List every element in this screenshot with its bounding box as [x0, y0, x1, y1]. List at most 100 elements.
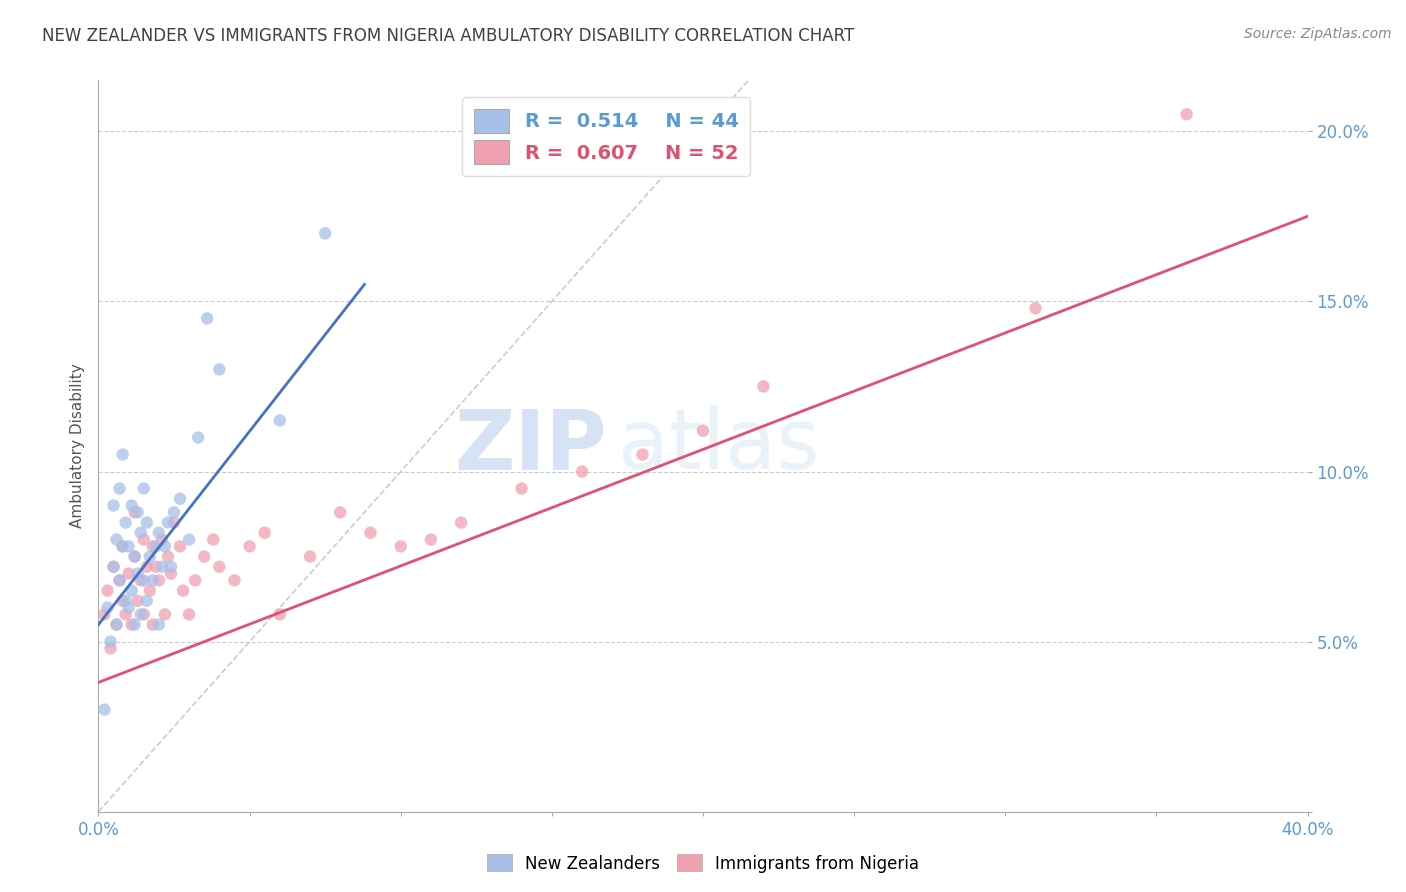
Point	[114, 516, 136, 530]
Point	[160, 559, 183, 574]
Point	[571, 465, 593, 479]
Point	[450, 516, 472, 530]
Point	[299, 549, 322, 564]
Point	[360, 525, 382, 540]
Point	[163, 505, 186, 519]
Y-axis label: Ambulatory Disability: Ambulatory Disability	[69, 364, 84, 528]
Point	[1175, 107, 1198, 121]
Point	[314, 227, 336, 241]
Point	[100, 641, 122, 656]
Point	[142, 617, 165, 632]
Point	[269, 413, 291, 427]
Point	[124, 549, 146, 564]
Point	[202, 533, 225, 547]
Point	[129, 607, 152, 622]
Text: NEW ZEALANDER VS IMMIGRANTS FROM NIGERIA AMBULATORY DISABILITY CORRELATION CHART: NEW ZEALANDER VS IMMIGRANTS FROM NIGERIA…	[42, 27, 855, 45]
Point	[105, 533, 128, 547]
Point	[179, 607, 201, 622]
Point	[239, 540, 262, 554]
Point	[208, 362, 231, 376]
Point	[153, 607, 176, 622]
Point	[124, 505, 146, 519]
Point	[150, 559, 173, 574]
Point	[179, 533, 201, 547]
Point	[420, 533, 443, 547]
Point	[96, 600, 118, 615]
Point	[118, 566, 141, 581]
Point	[111, 540, 134, 554]
Point	[111, 540, 134, 554]
Point	[160, 566, 183, 581]
Point	[103, 559, 125, 574]
Point	[208, 559, 231, 574]
Point	[103, 559, 125, 574]
Point	[111, 594, 134, 608]
Point	[111, 448, 134, 462]
Point	[114, 607, 136, 622]
Point	[195, 311, 218, 326]
Text: Source: ZipAtlas.com: Source: ZipAtlas.com	[1244, 27, 1392, 41]
Point	[187, 430, 209, 444]
Point	[100, 634, 122, 648]
Point	[118, 600, 141, 615]
Point	[135, 559, 157, 574]
Point	[156, 516, 179, 530]
Point	[1024, 301, 1046, 316]
Point	[105, 617, 128, 632]
Point	[142, 540, 165, 554]
Point	[752, 379, 775, 393]
Legend: New Zealanders, Immigrants from Nigeria: New Zealanders, Immigrants from Nigeria	[481, 847, 925, 880]
Point	[121, 617, 143, 632]
Point	[193, 549, 215, 564]
Point	[108, 574, 131, 588]
Point	[105, 617, 128, 632]
Point	[93, 607, 115, 622]
Point	[129, 525, 152, 540]
Legend: R =  0.514    N = 44, R =  0.607    N = 52: R = 0.514 N = 44, R = 0.607 N = 52	[463, 97, 751, 176]
Point	[253, 525, 276, 540]
Point	[269, 607, 291, 622]
Point	[184, 574, 207, 588]
Point	[132, 482, 155, 496]
Point	[108, 482, 131, 496]
Point	[389, 540, 412, 554]
Point	[129, 574, 152, 588]
Point	[124, 617, 146, 632]
Point	[329, 505, 352, 519]
Point	[124, 549, 146, 564]
Point	[148, 525, 170, 540]
Point	[163, 516, 186, 530]
Point	[135, 594, 157, 608]
Point	[142, 574, 165, 588]
Point	[132, 607, 155, 622]
Point	[631, 448, 654, 462]
Point	[148, 574, 170, 588]
Point	[127, 505, 149, 519]
Point	[153, 540, 176, 554]
Text: atlas: atlas	[619, 406, 820, 486]
Point	[96, 583, 118, 598]
Point	[692, 424, 714, 438]
Point	[132, 574, 155, 588]
Point	[118, 540, 141, 554]
Point	[169, 491, 191, 506]
Point	[93, 703, 115, 717]
Point	[224, 574, 246, 588]
Text: ZIP: ZIP	[454, 406, 606, 486]
Point	[510, 482, 533, 496]
Point	[135, 516, 157, 530]
Point	[169, 540, 191, 554]
Point	[150, 533, 173, 547]
Point	[172, 583, 194, 598]
Point	[148, 617, 170, 632]
Point	[145, 559, 167, 574]
Point	[145, 540, 167, 554]
Point	[127, 594, 149, 608]
Point	[127, 566, 149, 581]
Point	[103, 499, 125, 513]
Point	[108, 574, 131, 588]
Point	[132, 533, 155, 547]
Point	[121, 499, 143, 513]
Point	[121, 583, 143, 598]
Point	[139, 583, 162, 598]
